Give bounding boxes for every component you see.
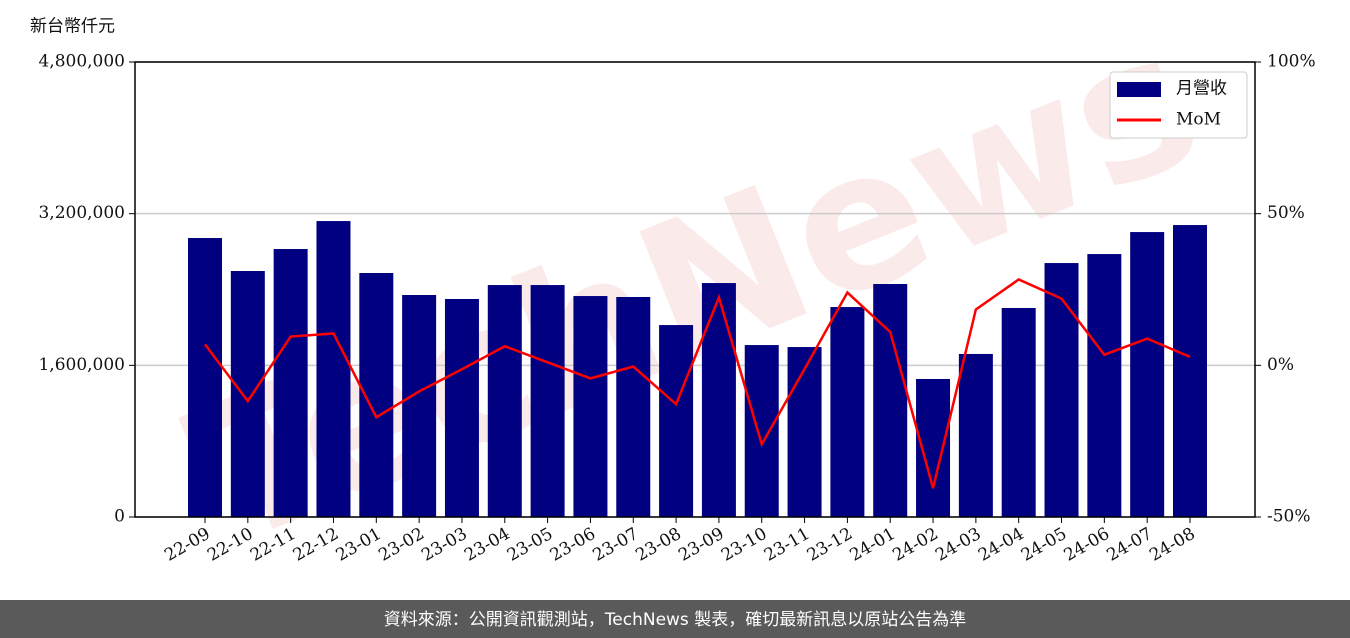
bar	[701, 283, 736, 517]
x-tick-label: 23-06	[547, 524, 599, 566]
bar	[787, 347, 822, 517]
bar	[1087, 254, 1122, 517]
bar	[659, 325, 694, 517]
bar	[530, 285, 565, 517]
x-tick-label: 23-11	[761, 524, 813, 566]
y2-tick-label: 50%	[1267, 203, 1305, 223]
bar	[616, 296, 651, 517]
bar	[1173, 225, 1207, 517]
y-tick-label: 1,600,000	[38, 355, 125, 375]
y-axis-label: 新台幣仟元	[30, 17, 115, 37]
footer-text: 資料來源：公開資訊觀測站，TechNews 製表，確切最新訊息以原站公告為準	[384, 610, 966, 630]
y-tick-label: 3,200,000	[38, 203, 125, 223]
bar	[744, 345, 779, 517]
x-tick-label: 23-04	[461, 524, 513, 566]
bar	[273, 249, 308, 517]
x-tick-label: 23-09	[675, 524, 727, 566]
bar	[487, 285, 522, 517]
x-tick-label: 24-02	[889, 524, 941, 566]
x-tick-label: 24-06	[1061, 524, 1113, 566]
line	[204, 278, 1191, 489]
x-tick-label: 22-09	[161, 524, 213, 566]
legend-swatch	[1117, 82, 1161, 97]
legend-label: 月營收	[1176, 79, 1227, 99]
plot-frame	[134, 61, 1256, 518]
bar	[573, 296, 608, 517]
x-tick-label: 23-07	[590, 524, 642, 566]
x-tick-label: 24-08	[1146, 524, 1198, 566]
x-tick-label: 24-07	[1103, 524, 1155, 566]
x-tick-label: 23-08	[632, 524, 684, 566]
x-tick-label: 23-10	[718, 524, 770, 566]
x-tick-label: 23-12	[804, 524, 856, 566]
bar	[1130, 232, 1165, 517]
bar	[402, 294, 437, 517]
legend-label: MoM	[1176, 110, 1221, 130]
y-tick-label: 4,800,000	[38, 52, 125, 72]
bar	[444, 298, 479, 517]
x-tick-label: 24-04	[975, 524, 1027, 566]
bar	[230, 271, 265, 517]
y2-tick-label: 100%	[1267, 52, 1316, 72]
bar	[958, 353, 993, 517]
x-tick-label: 24-01	[847, 524, 899, 566]
y2-tick-label: -50%	[1267, 507, 1311, 527]
footer-bar	[0, 600, 1350, 638]
bar	[830, 307, 865, 517]
bar	[316, 221, 351, 517]
y-tick-label: 0	[114, 507, 125, 527]
bar	[1044, 263, 1079, 517]
x-tick-label: 23-03	[418, 524, 470, 566]
bar	[1001, 307, 1036, 517]
bar	[873, 284, 908, 517]
x-tick-label: 23-05	[504, 524, 556, 566]
bar	[188, 238, 222, 517]
y2-tick-label: 0%	[1267, 355, 1294, 375]
x-tick-label: 24-05	[1018, 524, 1070, 566]
x-tick-label: 24-03	[932, 524, 984, 566]
